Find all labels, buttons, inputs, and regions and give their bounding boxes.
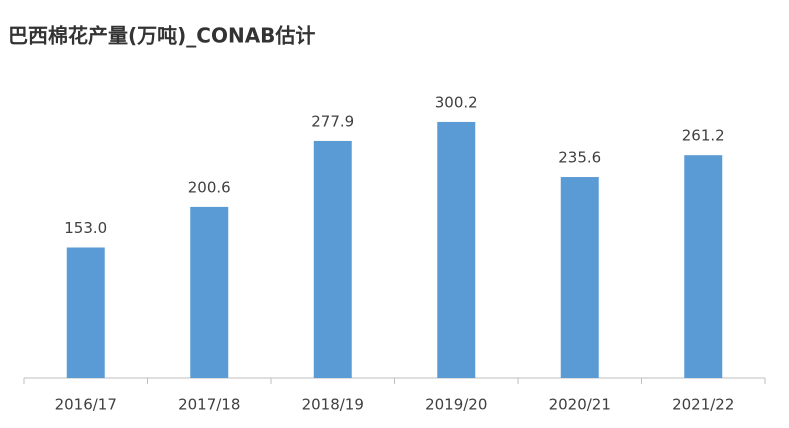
bar [437, 121, 476, 379]
x-tick-label: 2017/18 [178, 396, 240, 414]
value-label: 261.2 [682, 127, 725, 145]
x-tick-label: 2021/22 [672, 396, 734, 414]
value-label: 277.9 [311, 112, 354, 130]
x-tick-label: 2020/21 [549, 396, 611, 414]
value-label: 235.6 [558, 149, 601, 167]
bar [684, 155, 723, 378]
bar [190, 206, 229, 378]
chart-title: 巴西棉花产量(万吨)_CONAB估计 [8, 24, 315, 48]
value-label: 153.0 [64, 219, 107, 237]
value-label: 200.6 [188, 178, 231, 196]
bar [313, 140, 352, 378]
x-tick-label: 2016/17 [55, 396, 117, 414]
bar [66, 247, 105, 378]
x-tick-label: 2018/19 [302, 396, 364, 414]
bar [560, 177, 599, 378]
value-label: 300.2 [435, 93, 478, 111]
x-tick-label: 2019/20 [425, 396, 487, 414]
